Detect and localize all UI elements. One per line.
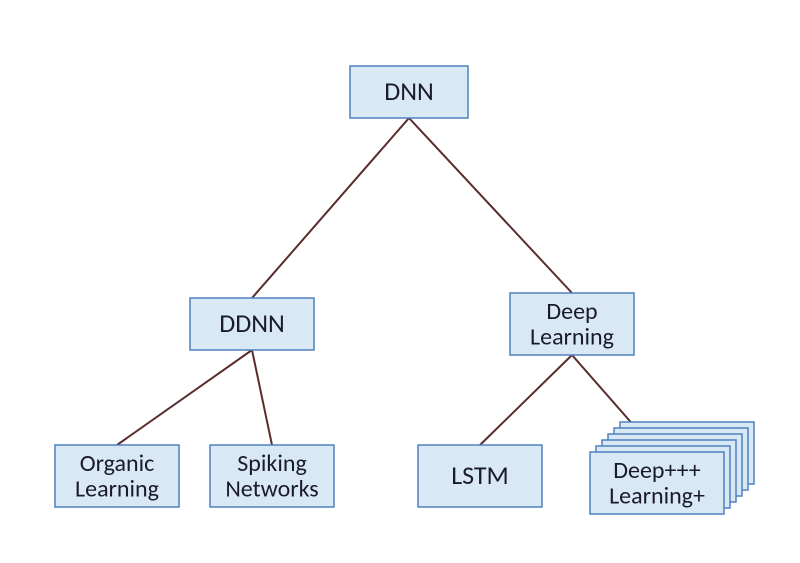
node-lstm: LSTM	[418, 445, 542, 507]
node-org: OrganicLearning	[55, 445, 179, 507]
edge-root-deep	[409, 118, 572, 293]
node-label-spike-line2: Networks	[225, 474, 318, 503]
node-label-lstm: LSTM	[451, 459, 509, 491]
edges-layer	[117, 118, 657, 452]
node-label-deep-line2: Learning	[530, 322, 614, 351]
nodes-layer: DNN DDNN DeepLearning OrganicLearning Spikin…	[55, 66, 754, 514]
edge-root-ddnn	[252, 118, 409, 298]
node-label-org-line2: Learning	[75, 474, 159, 503]
node-spike: SpikingNetworks	[210, 445, 334, 507]
edge-ddnn-org	[117, 350, 252, 445]
node-label-ddnn: DDNN	[219, 307, 285, 339]
edge-ddnn-spike	[252, 350, 272, 445]
node-label-root: DNN	[384, 75, 434, 107]
edge-deep-lstm	[480, 355, 572, 445]
node-label-dpp-line2: Learning+	[609, 481, 705, 510]
node-deep: DeepLearning	[510, 293, 634, 355]
node-ddnn: DDNN	[190, 298, 314, 350]
node-dpp: Deep+++Learning+	[590, 422, 754, 514]
tree-diagram: DNN DDNN DeepLearning OrganicLearning Spikin…	[0, 0, 800, 563]
node-root: DNN	[350, 66, 468, 118]
